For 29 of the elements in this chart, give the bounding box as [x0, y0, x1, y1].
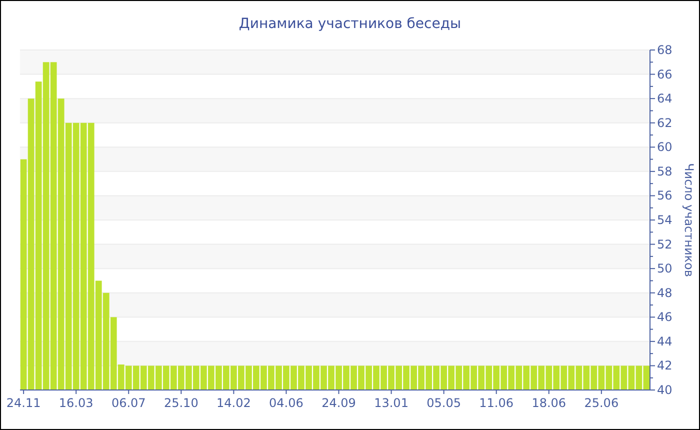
x-tick-label: 24.09 [322, 396, 356, 410]
y-tick-label: 64 [657, 92, 672, 106]
y-tick-label: 68 [657, 43, 672, 57]
y-tick-label: 44 [657, 334, 672, 348]
y-tick-label: 42 [657, 358, 672, 373]
y-tick-label: 60 [657, 140, 672, 154]
x-tick-label: 25.06 [584, 396, 619, 410]
x-tick-label: 18.06 [532, 396, 566, 410]
x-tick-label: 05.05 [426, 396, 461, 410]
y-tick-label: 56 [657, 188, 672, 203]
y-tick-label: 58 [657, 164, 672, 178]
y-tick-label: 46 [657, 310, 672, 324]
x-tick-label: 04.06 [269, 396, 304, 410]
x-tick-label: 16.03 [58, 396, 94, 410]
y-tick-label: 54 [657, 213, 672, 227]
x-tick-label: 25.10 [164, 396, 198, 410]
x-tick-label: 14.02 [216, 396, 251, 410]
y-tick-label: 40 [657, 383, 672, 397]
x-tick-label: 11.06 [479, 396, 514, 410]
x-tick-label: 06.07 [111, 396, 146, 410]
y-tick-label: 50 [657, 262, 672, 276]
chart-title: Динамика участников беседы [238, 16, 462, 32]
y-tick-label: 52 [657, 237, 672, 252]
x-tick-label: 13.01 [374, 396, 408, 410]
y-tick-label: 62 [657, 116, 672, 130]
y-tick-label: 48 [657, 286, 672, 300]
y-tick-label: 66 [657, 67, 672, 82]
y-axis-title: Число участников [682, 163, 696, 277]
x-tick-label: 24.11 [6, 396, 41, 410]
